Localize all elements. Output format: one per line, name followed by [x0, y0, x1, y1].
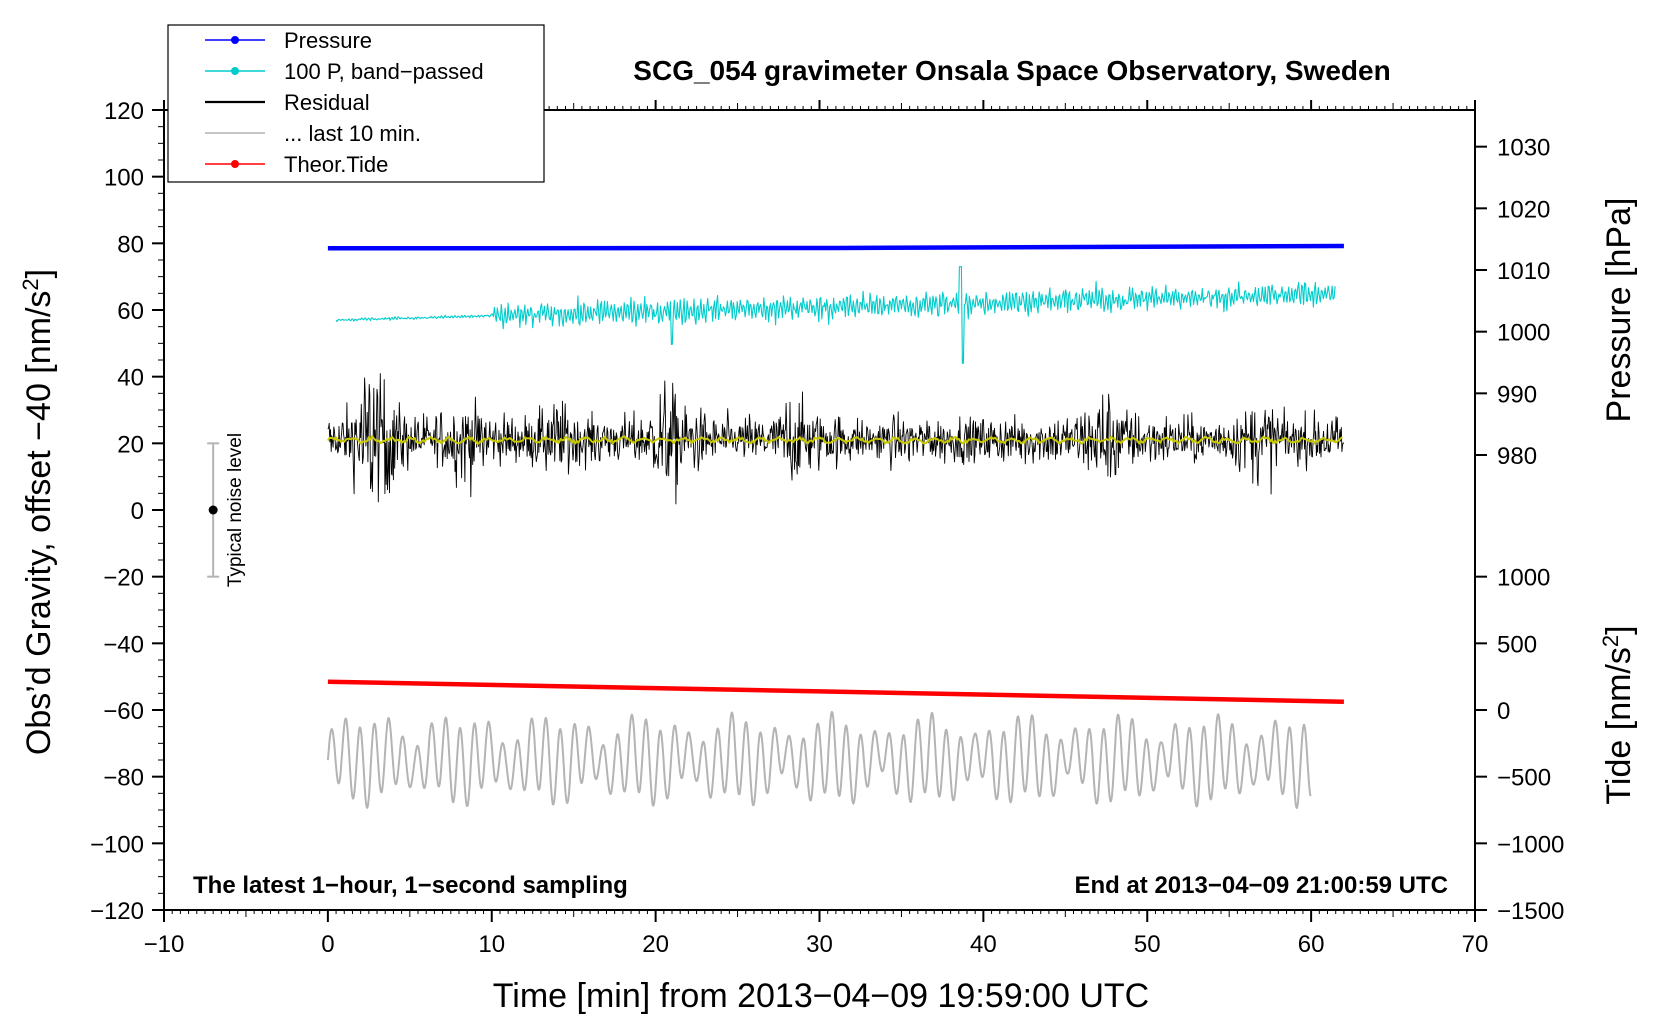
x-tick-label: 40	[970, 931, 997, 958]
pressure-tick-label: 1030	[1497, 135, 1550, 162]
tide-tick-label: 500	[1497, 631, 1537, 658]
note-end-time: End at 2013−04−09 21:00:59 UTC	[1074, 872, 1448, 899]
legend-marker	[231, 36, 239, 44]
y-tick-label: 100	[104, 165, 144, 192]
x-tick-label: 60	[1298, 931, 1325, 958]
y-tick-label: 40	[117, 365, 144, 392]
y-axis-title-left: Obs’d Gravity, offset −40 [nm/s2]	[18, 269, 59, 755]
last-10-min-series	[326, 711, 1312, 809]
chart-title: SCG_054 gravimeter Onsala Space Observat…	[633, 55, 1390, 86]
band-passed-series	[335, 266, 1336, 364]
x-tick-label: 20	[642, 931, 669, 958]
tide-tick-label: −500	[1497, 765, 1551, 792]
x-tick-label: 50	[1134, 931, 1161, 958]
y-axis-title-tide-sup: 2	[1598, 635, 1623, 647]
y-axis-title-left-end: ]	[20, 269, 58, 278]
legend-marker	[231, 160, 239, 168]
y-tick-label: −100	[90, 831, 144, 858]
noise-level-label: Typical noise level	[225, 433, 246, 587]
tide-tick-label: −1500	[1497, 898, 1564, 925]
pressure-tick-label: 980	[1497, 443, 1537, 470]
pressure-tick-label: 1000	[1497, 320, 1550, 347]
legend-label: Pressure	[284, 28, 372, 53]
pressure-tick-label: 1020	[1497, 196, 1550, 223]
noise-center-dot	[208, 505, 218, 515]
note-sampling: The latest 1−hour, 1−second sampling	[193, 872, 628, 899]
plot-frame	[163, 109, 1476, 911]
x-tick-label: 0	[321, 931, 334, 958]
y-tick-label: −60	[103, 698, 144, 725]
x-tick-label: −10	[144, 931, 185, 958]
x-tick-label: 70	[1462, 931, 1489, 958]
y-tick-label: 60	[117, 298, 144, 325]
y-axis-title-tide-main: Tide [nm/s	[1600, 647, 1638, 804]
legend-marker	[231, 67, 239, 75]
pressure-tick-label: 1010	[1497, 258, 1550, 285]
legend: Pressure 100 P, band−passed Residual ... la…	[167, 24, 545, 183]
y-tick-label: −120	[90, 898, 144, 925]
x-axis-title: Time [min] from 2013−04−09 19:59:00 UTC	[493, 977, 1149, 1015]
legend-label: 100 P, band−passed	[284, 59, 484, 84]
x-tick-label: 30	[806, 931, 833, 958]
tide-tick-label: 1000	[1497, 565, 1550, 592]
legend-label: Residual	[284, 90, 370, 115]
y-tick-label: 120	[104, 98, 144, 125]
y-axis-title-tide-end: ]	[1600, 625, 1638, 634]
residual-smoothed-series	[327, 435, 1343, 445]
legend-label: Theor.Tide	[284, 152, 388, 177]
x-tick-label: 10	[478, 931, 505, 958]
y-axis-title-left-sup: 2	[18, 278, 43, 290]
y-axis-title-pressure: Pressure [hPa]	[1600, 198, 1638, 423]
legend-label: ... last 10 min.	[284, 121, 421, 146]
noise-level-indicator: Typical noise level	[207, 433, 246, 587]
pressure-series	[327, 243, 1344, 251]
y-tick-label: −40	[103, 631, 144, 658]
y-tick-label: −80	[103, 765, 144, 792]
y-axis-title-tide: Tide [nm/s2]	[1598, 625, 1639, 804]
y-tick-label: 0	[131, 498, 144, 525]
y-tick-label: 80	[117, 231, 144, 258]
y-axis-title-left-main: Obs’d Gravity, offset −40 [nm/s	[20, 291, 58, 756]
legend-box	[167, 24, 545, 183]
tide-tick-label: −1000	[1497, 831, 1564, 858]
tide-tick-label: 0	[1497, 698, 1510, 725]
y-tick-label: 20	[117, 431, 144, 458]
y-tick-label: −20	[103, 565, 144, 592]
tide-series	[327, 679, 1344, 704]
pressure-tick-label: 990	[1497, 381, 1537, 408]
